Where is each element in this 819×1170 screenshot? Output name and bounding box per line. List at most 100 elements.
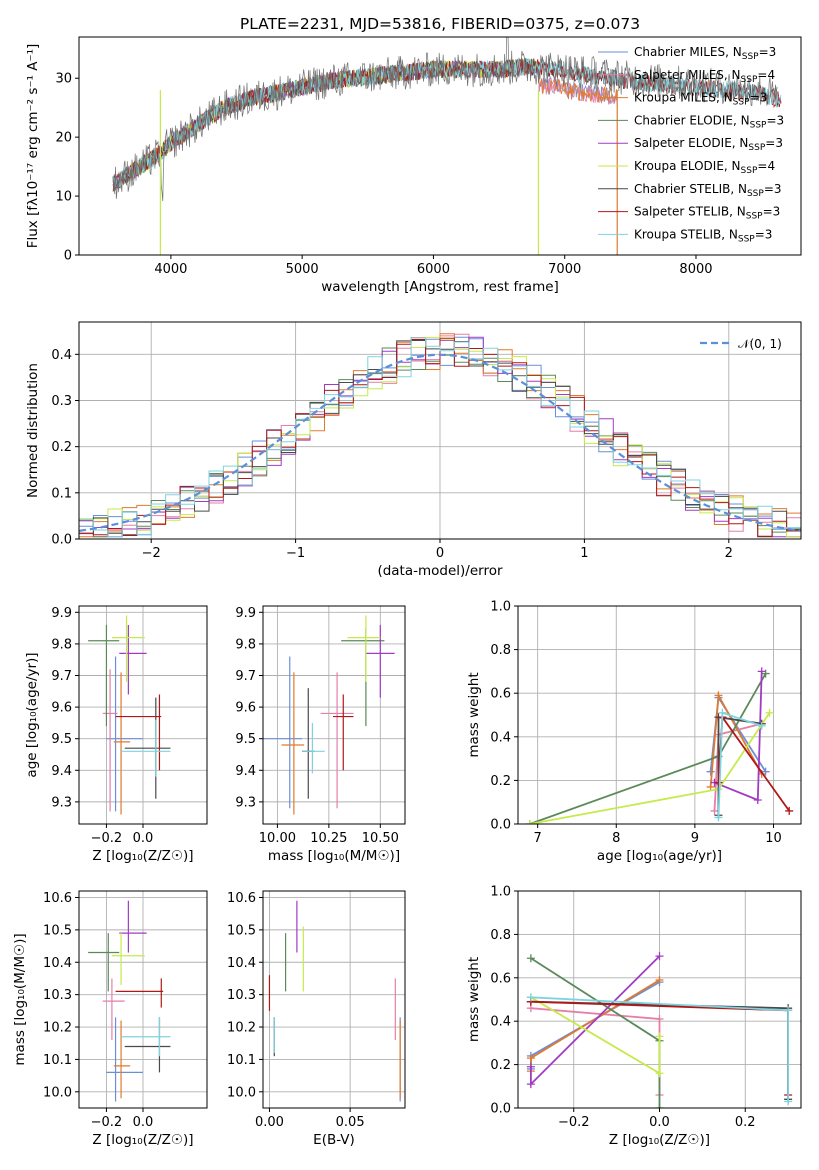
y-tick-label: 0.0 bbox=[51, 533, 72, 548]
x-axis-label: (data-model)/error bbox=[377, 563, 503, 579]
x-tick-label: 10.00 bbox=[259, 831, 296, 846]
y-tick-label: 0.1 bbox=[51, 486, 72, 501]
y-tick-label: 10.3 bbox=[227, 988, 256, 1003]
weight-marker bbox=[655, 975, 664, 984]
axes-frame bbox=[262, 890, 406, 1109]
y-tick-label: 9.3 bbox=[235, 795, 256, 810]
legend-entry: Salpeter STELIB, NSSP=3 bbox=[634, 205, 780, 222]
x-axis-label: E(B-V) bbox=[313, 1132, 355, 1148]
x-tick-label: 8 bbox=[612, 831, 620, 846]
y-axis-label: mass weight bbox=[466, 672, 482, 757]
x-tick-label: −1 bbox=[286, 546, 305, 561]
weight-marker bbox=[714, 778, 723, 787]
legend-entry: Chabrier ELODIE, NSSP=3 bbox=[634, 113, 784, 130]
x-tick-label: 8000 bbox=[679, 262, 712, 277]
weight-marker bbox=[714, 813, 723, 822]
weight-marker bbox=[525, 820, 534, 824]
y-tick-label: 9.4 bbox=[51, 764, 72, 779]
y-tick-label: 0.8 bbox=[490, 643, 511, 658]
y-tick-label: 0.6 bbox=[490, 971, 511, 986]
weight-marker bbox=[714, 691, 723, 700]
axes-mass-vs-Z: −0.2 0.0 10.0 10.1 10.2 10.3 10.4 10.5 10.6 Z [lo… bbox=[12, 890, 208, 1148]
legend-entry: Kroupa ELODIE, NSSP=4 bbox=[634, 159, 775, 176]
weight-line bbox=[530, 996, 661, 1075]
x-tick-label: −0.2 bbox=[91, 1115, 123, 1130]
x-tick-label: 0.00 bbox=[255, 1115, 284, 1130]
normal-curve bbox=[79, 353, 801, 532]
axes-age-vs-mass: 10.00 10.25 10.50 9.3 9.4 9.5 9.6 9.7 9.8 9.9 mass… bbox=[235, 605, 406, 864]
axes-frame bbox=[78, 605, 208, 825]
weight-marker bbox=[784, 1097, 793, 1106]
plot-area bbox=[79, 333, 801, 539]
legend-value: =3 bbox=[764, 182, 782, 196]
x-tick-label: −2 bbox=[142, 546, 161, 561]
axes-residual-histogram: −2 −1 0 1 2 0.0 0.1 0.2 0.3 0.4 (data-model)/error… bbox=[25, 321, 802, 579]
x-axis-label: wavelength [Angstrom, rest frame] bbox=[321, 279, 559, 295]
legend-value: =3 bbox=[750, 91, 768, 105]
legend-subscript: SSP bbox=[748, 143, 765, 153]
y-tick-label: 10 bbox=[55, 190, 72, 205]
axes-frame bbox=[78, 36, 802, 256]
legend-value: =4 bbox=[757, 159, 775, 173]
legend-entry: Chabrier STELIB, NSSP=3 bbox=[634, 182, 782, 199]
legend-subscript: SSP bbox=[747, 189, 764, 199]
axes-frame bbox=[517, 890, 802, 1109]
y-tick-label: 9.9 bbox=[51, 606, 72, 621]
x-tick-label: 0 bbox=[436, 546, 444, 561]
y-tick-label: 0.2 bbox=[490, 1058, 511, 1073]
legend-value: =3 bbox=[755, 227, 773, 241]
y-tick-label: 10.5 bbox=[43, 923, 72, 938]
axes-frame bbox=[517, 605, 802, 825]
legend-entry: Salpeter MILES, NSSP=4 bbox=[634, 68, 775, 85]
spectrum-legend: Chabrier MILES, NSSP=3 Salpeter MILES, NS… bbox=[598, 45, 784, 244]
x-tick-label: 6000 bbox=[417, 262, 450, 277]
y-tick-label: 1.0 bbox=[490, 885, 511, 900]
y-tick-label: 0.3 bbox=[51, 394, 72, 409]
y-axis-label: mass [log₁₀(M/M☉)] bbox=[12, 933, 28, 1065]
x-axis-label: mass [log₁₀(M/M☉)] bbox=[268, 848, 400, 864]
weight-marker bbox=[655, 952, 664, 961]
y-tick-label: 10.6 bbox=[43, 891, 72, 906]
y-tick-label: 0.0 bbox=[490, 818, 511, 833]
y-tick-label: 0 bbox=[64, 249, 72, 264]
weight-marker bbox=[757, 667, 766, 676]
weight-marker bbox=[710, 806, 719, 815]
legend-subscript: SSP bbox=[738, 234, 755, 244]
x-tick-label: 10.25 bbox=[310, 831, 347, 846]
legend-subscript: SSP bbox=[742, 52, 759, 62]
axes-frame bbox=[262, 605, 406, 825]
weight-marker bbox=[757, 721, 766, 730]
x-axis-label: Z [log₁₀(Z/Z☉)] bbox=[92, 1132, 193, 1148]
plot-area bbox=[268, 900, 401, 1102]
x-tick-label: 0.05 bbox=[336, 1115, 365, 1130]
weight-marker bbox=[655, 1015, 664, 1024]
y-tick-label: 9.8 bbox=[51, 637, 72, 652]
y-tick-label: 1.0 bbox=[490, 600, 511, 615]
y-tick-label: 9.5 bbox=[235, 732, 256, 747]
legend-subscript: SSP bbox=[733, 98, 750, 108]
plot-area bbox=[263, 615, 395, 815]
y-tick-label: 10.2 bbox=[43, 1021, 72, 1036]
y-tick-label: 0.2 bbox=[490, 774, 511, 789]
weight-marker bbox=[526, 954, 535, 963]
plot-area bbox=[88, 900, 171, 1102]
x-axis-label: Z [log₁₀(Z/Z☉)] bbox=[609, 1132, 710, 1148]
axes-mass-vs-ebv: 0.00 0.05 10.0 10.1 10.2 10.3 10.4 10.5 10.6 E(B-… bbox=[227, 890, 406, 1148]
y-tick-label: 10.4 bbox=[227, 956, 256, 971]
weight-marker bbox=[526, 1062, 535, 1071]
weight-marker bbox=[785, 806, 794, 815]
y-axis-label: Normed distribution bbox=[25, 363, 41, 498]
weight-marker bbox=[655, 1032, 664, 1041]
y-axis-label: mass weight bbox=[466, 957, 482, 1042]
x-tick-label: 7000 bbox=[548, 262, 581, 277]
legend-value: =4 bbox=[757, 68, 775, 82]
weight-marker bbox=[655, 1069, 664, 1078]
y-tick-label: 0.0 bbox=[490, 1102, 511, 1117]
y-tick-label: 9.7 bbox=[51, 669, 72, 684]
weight-marker bbox=[655, 1104, 664, 1108]
y-tick-label: 10.1 bbox=[43, 1053, 72, 1068]
x-tick-label: −0.2 bbox=[558, 1115, 590, 1130]
legend-subscript: SSP bbox=[741, 166, 758, 176]
figure-title: PLATE=2231, MJD=53816, FIBERID=0375, z=0… bbox=[240, 15, 640, 33]
x-tick-label: 0.0 bbox=[133, 1115, 154, 1130]
